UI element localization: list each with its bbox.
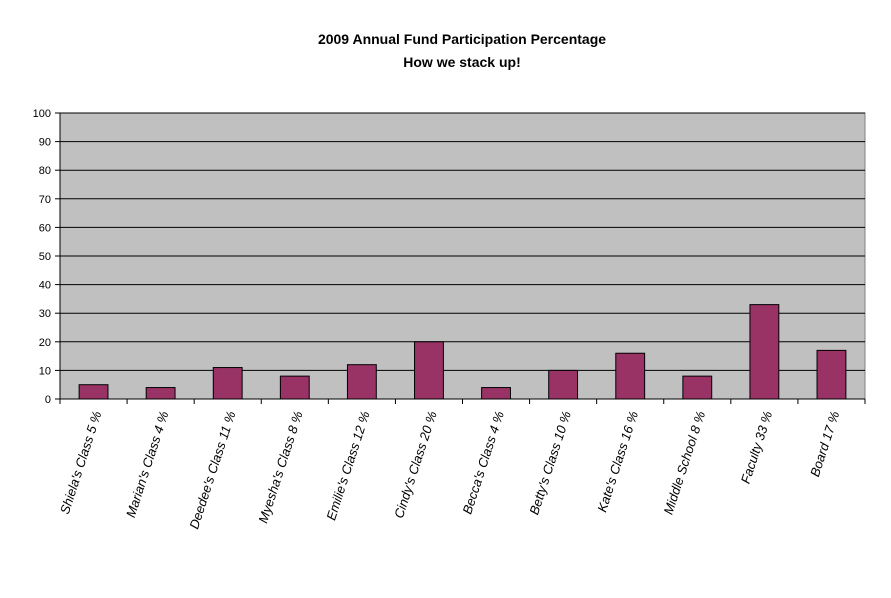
- x-tick-label-8: Kate's Class 16 %: [594, 409, 641, 514]
- x-tick-label-11: Board 17 %: [807, 409, 842, 478]
- y-tick-label-40: 40: [39, 280, 51, 292]
- x-tick-label-9: Middle School 8 %: [661, 409, 709, 516]
- y-tick-label-30: 30: [39, 308, 51, 320]
- x-tick-label-7: Betty's Class 10 %: [526, 409, 574, 516]
- bar-2: [212, 367, 243, 400]
- y-tick-label-70: 70: [39, 194, 51, 206]
- x-tick-label-3: Myesha's Class 8 %: [255, 409, 305, 525]
- bar-3: [279, 375, 310, 400]
- bar-0: [78, 384, 109, 400]
- y-tick-label-20: 20: [39, 337, 51, 349]
- y-tick-label-100: 100: [33, 108, 51, 120]
- x-tick-label-1: Marian's Class 4 %: [123, 409, 172, 519]
- y-tick-label-90: 90: [39, 137, 51, 149]
- y-axis-ticks: 0 10 20 30 40 50 60 70 80 90 100: [33, 108, 60, 406]
- x-tick-label-5: Cindy's Class 20 %: [391, 409, 440, 520]
- bar-1: [145, 387, 176, 400]
- y-tick-label-50: 50: [39, 251, 51, 263]
- x-tick-label-2: Deedee's Class 11 %: [186, 409, 238, 531]
- x-axis-labels: Shiela's Class 5 % Marian's Class 4 % Deed…: [57, 399, 866, 531]
- bar-10: [749, 304, 780, 400]
- y-tick-label-0: 0: [45, 394, 51, 406]
- x-tick-label-10: Faculty 33 %: [738, 409, 775, 485]
- y-tick-label-10: 10: [39, 365, 51, 377]
- gridlines: [60, 112, 865, 371]
- x-tick-label-4: Emilie's Class 12 %: [323, 409, 372, 522]
- x-tick-label-0: Shiela's Class 5 %: [57, 409, 104, 516]
- chart-title: 2009 Annual Fund Participation Percentag…: [318, 31, 606, 47]
- x-tick-label-6: Becca's Class 4 %: [459, 409, 506, 516]
- bar-11: [816, 349, 847, 400]
- y-tick-label-60: 60: [39, 222, 51, 234]
- bar-8: [615, 352, 646, 400]
- y-tick-label-80: 80: [39, 165, 51, 177]
- chart-subtitle: How we stack up!: [403, 54, 520, 70]
- bar-9: [682, 375, 713, 400]
- bar-5: [414, 341, 444, 400]
- bar-6: [481, 387, 511, 400]
- bars: [78, 304, 847, 400]
- bar-4: [346, 364, 377, 400]
- bar-7: [548, 369, 579, 400]
